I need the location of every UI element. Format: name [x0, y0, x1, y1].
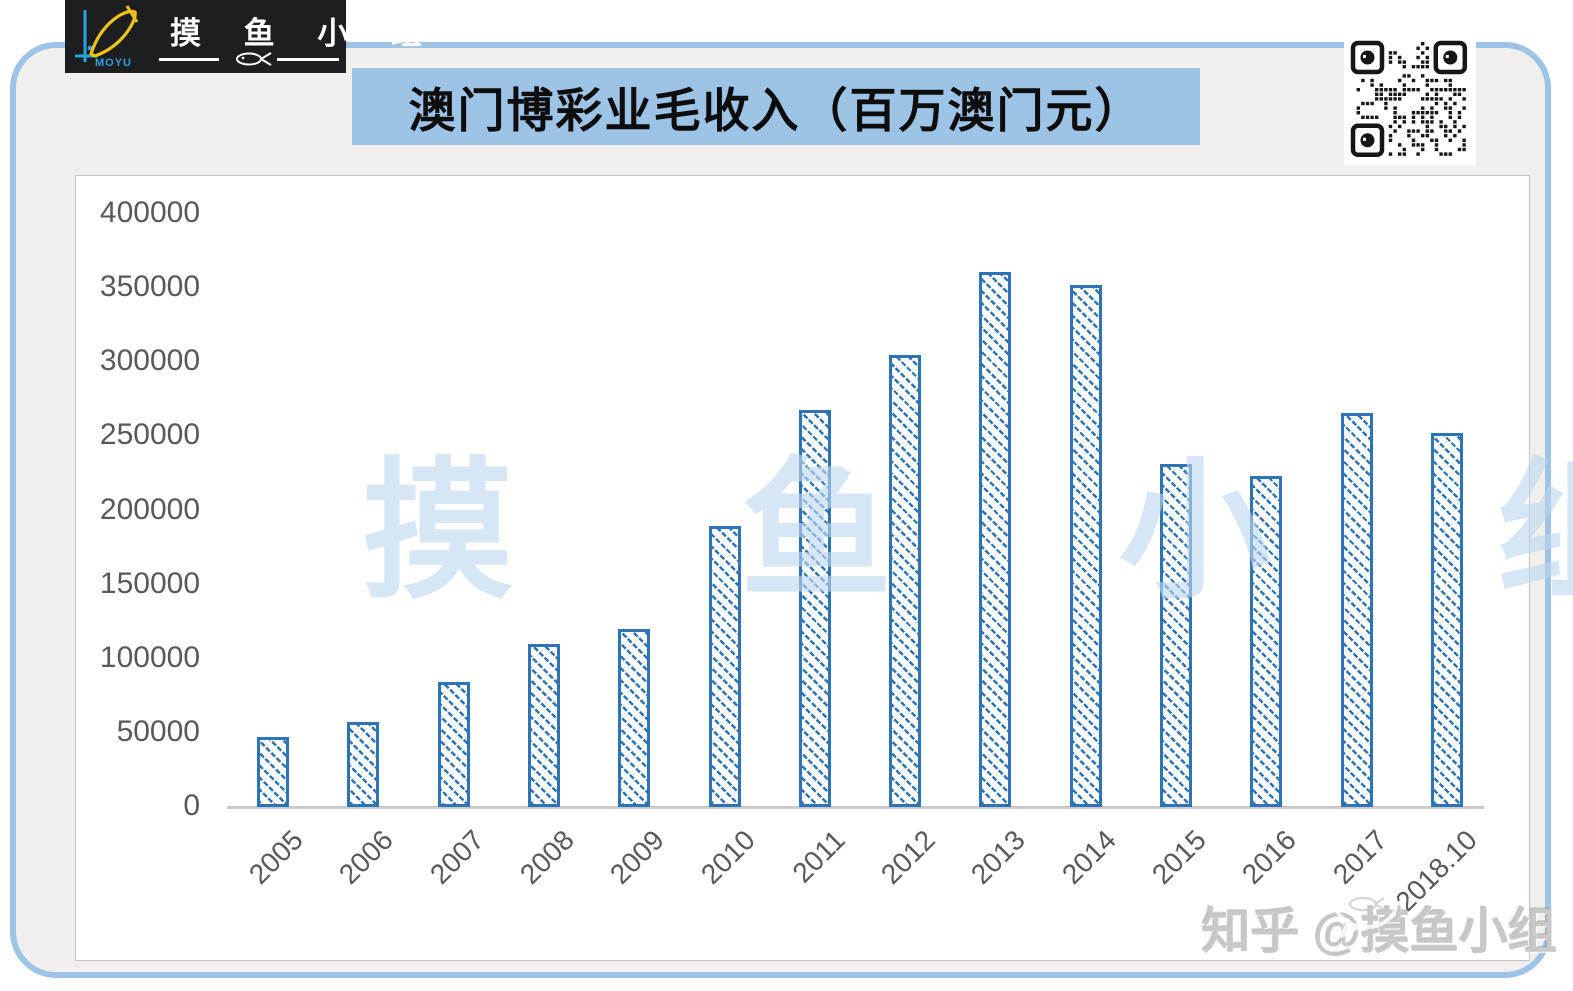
zhihu-watermark-text: 知乎 @摸鱼小组 — [1201, 905, 1557, 959]
fish-icon — [219, 50, 277, 68]
title-banner: 澳门博彩业毛收入（百万澳门元） — [352, 68, 1200, 145]
svg-text:MOYU: MOYU — [95, 57, 132, 69]
bar-2011 — [798, 409, 831, 807]
brand-text: 摸 鱼 小 组 — [170, 16, 439, 51]
bar-2005 — [257, 737, 289, 807]
bar-2009 — [618, 629, 651, 807]
y-axis-label: 350000 — [99, 270, 200, 304]
page-title: 澳门博彩业毛收入（百万澳门元） — [408, 84, 1144, 137]
bar-2010 — [708, 526, 741, 807]
y-axis-label: 50000 — [116, 714, 200, 748]
zhihu-watermark: 知乎 @摸鱼小组 — [1201, 879, 1557, 963]
qr-code — [1344, 33, 1476, 166]
y-axis-label: 300000 — [99, 344, 200, 378]
y-axis-label: 200000 — [99, 492, 200, 526]
bar-2012 — [889, 354, 922, 807]
bar-2006 — [347, 721, 380, 807]
bar-2014 — [1069, 285, 1102, 807]
logo-box: MOYU 摸 鱼 小 组 — [65, 0, 439, 73]
y-axis-label: 0 — [183, 789, 200, 822]
bar-2008 — [527, 643, 560, 807]
moyu-fish-logo-icon: MOYU — [75, 5, 139, 69]
bar-2018.10 — [1430, 433, 1463, 807]
bar-2013 — [979, 271, 1012, 807]
x-axis-line — [227, 806, 1484, 809]
speech-bubble-fish-icon — [1333, 879, 1398, 938]
y-axis-label: 400000 — [99, 196, 200, 229]
y-axis-label: 250000 — [99, 418, 200, 452]
bar-2016 — [1250, 476, 1283, 807]
bar-2007 — [437, 682, 470, 807]
bar-2017 — [1340, 412, 1373, 807]
bar-2015 — [1160, 463, 1192, 807]
underline-right — [277, 58, 339, 61]
qr-code-icon — [1350, 40, 1468, 157]
y-axis-label: 100000 — [99, 640, 200, 674]
underline-left — [159, 58, 221, 61]
brand-underline — [159, 50, 339, 68]
y-axis-label: 150000 — [99, 566, 200, 600]
